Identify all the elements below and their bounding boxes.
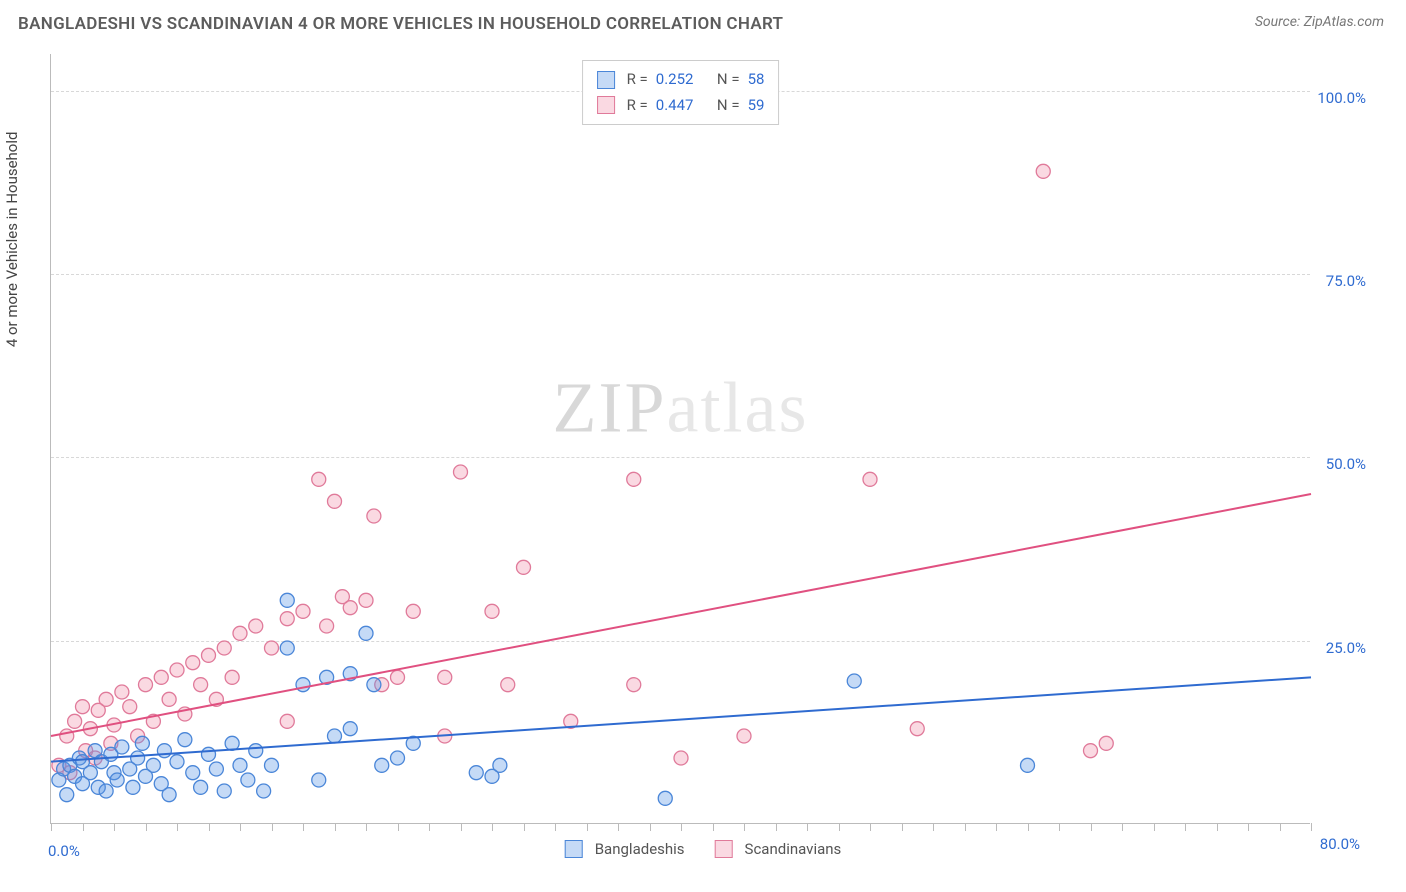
stat-r-label: R = — [627, 67, 648, 93]
legend-item-scandinavian: Scandinavians — [715, 840, 842, 858]
stat-r-bangladeshi: 0.252 — [656, 67, 694, 93]
stat-r-label-2: R = — [627, 93, 648, 119]
y-tick-label: 100.0% — [1317, 89, 1366, 107]
legend-label-bangladeshi: Bangladeshis — [595, 840, 685, 858]
legend-swatch-bangladeshi-icon — [565, 840, 583, 858]
source-label: Source: ZipAtlas.com — [1255, 14, 1384, 30]
stats-box: R = 0.252 N = 58 R = 0.447 N = 59 — [582, 60, 780, 125]
y-tick-label: 50.0% — [1326, 455, 1366, 473]
stats-row-bangladeshi: R = 0.252 N = 58 — [597, 67, 765, 93]
stat-n-scandinavian: 59 — [748, 93, 765, 119]
x-tick-end: 80.0% — [1320, 835, 1360, 853]
stat-r-scandinavian: 0.447 — [656, 93, 694, 119]
plot-area: ZIPatlas 25.0%50.0%75.0%100.0% R = 0.252… — [50, 54, 1310, 824]
chart-title: BANGLADESHI VS SCANDINAVIAN 4 OR MORE VE… — [18, 14, 783, 34]
legend-swatch-scandinavian-icon — [715, 840, 733, 858]
stat-n-label-2: N = — [717, 93, 740, 119]
legend-item-bangladeshi: Bangladeshis — [565, 840, 685, 858]
swatch-bangladeshi-icon — [597, 71, 615, 89]
y-tick-label: 75.0% — [1326, 272, 1366, 290]
y-axis-label: 4 or more Vehicles in Household — [3, 132, 21, 348]
legend-label-scandinavian: Scandinavians — [745, 840, 842, 858]
x-tick-start: 0.0% — [48, 842, 80, 860]
stat-n-label: N = — [717, 67, 740, 93]
swatch-scandinavian-icon — [597, 96, 615, 114]
stats-row-scandinavian: R = 0.447 N = 59 — [597, 93, 765, 119]
stat-n-bangladeshi: 58 — [748, 67, 765, 93]
bottom-legend: Bangladeshis Scandinavians — [565, 840, 842, 858]
y-tick-label: 25.0% — [1326, 639, 1366, 657]
chart-canvas — [51, 54, 1310, 823]
